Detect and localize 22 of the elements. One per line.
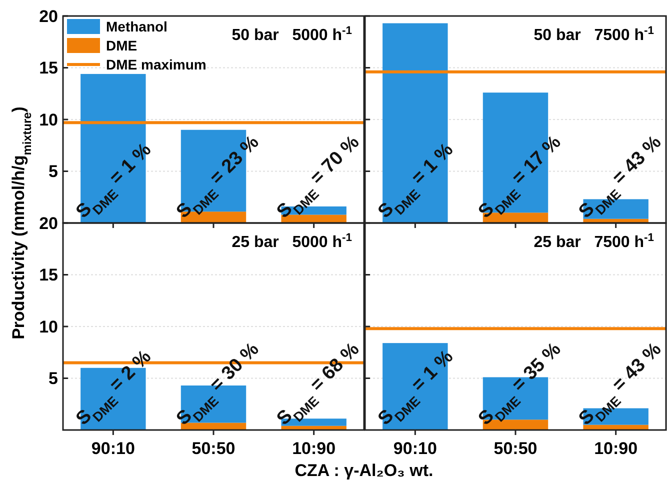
y-tick-label: 20 [39,6,58,26]
y-tick-label: 20 [39,214,58,233]
x-axis-title: CZA : γ-Al₂O₃ wt. [294,461,434,480]
text: 50 bar 5000 h$^{-1}$ [232,25,352,44]
text: 25 bar 5000 h$^{-1}$ [232,232,352,251]
y-tick-label: 5 [48,162,58,182]
legend-label: Methanol [106,18,168,34]
legend-label: DME maximum [106,56,206,72]
y-tick-label: 5 [48,369,58,388]
x-tick-label: 10:90 [594,439,638,458]
x-tick-label: 50:50 [192,439,236,458]
y-tick-label: 15 [39,266,58,285]
y-tick-label: 10 [39,317,58,336]
y-tick-label: 10 [39,110,58,130]
text: 50 bar 7500 h$^{-1}$ [534,25,654,44]
x-tick-label: 90:10 [393,439,437,458]
y-tick-label: 15 [39,58,58,78]
text: 25 bar 7500 h$^{-1}$ [534,232,654,251]
x-tick-label: 90:10 [91,439,135,458]
x-tick-label: 10:90 [292,439,336,458]
x-tick-label: 50:50 [494,439,538,458]
legend-label: DME [106,37,138,54]
